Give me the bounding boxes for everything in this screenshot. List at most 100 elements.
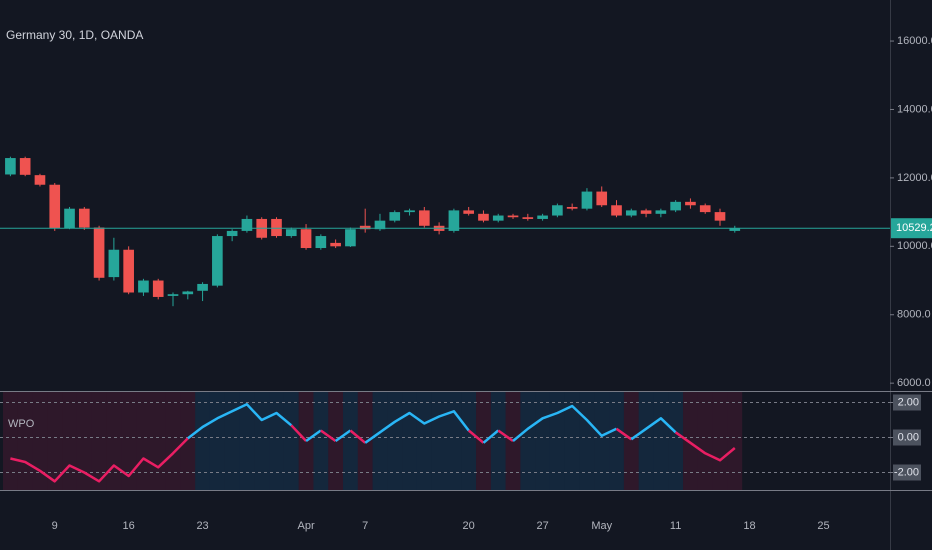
candle-body bbox=[108, 249, 120, 278]
trend-shade bbox=[712, 392, 728, 490]
candle-body bbox=[138, 280, 149, 293]
trend-shade bbox=[313, 392, 329, 490]
trend-shade bbox=[372, 392, 388, 490]
wpo-line bbox=[497, 429, 514, 443]
y-tick-label: 8000.0 bbox=[897, 309, 931, 321]
trend-shade bbox=[387, 392, 403, 490]
candle-body bbox=[182, 291, 194, 295]
wpo-line bbox=[467, 429, 485, 444]
candle-body bbox=[226, 230, 238, 237]
candle-body bbox=[670, 201, 681, 211]
y-tick-box bbox=[893, 464, 921, 481]
candle-body bbox=[359, 225, 371, 230]
trend-shade bbox=[150, 392, 166, 490]
wpo-line bbox=[10, 437, 189, 483]
candle-body bbox=[389, 212, 401, 221]
trend-shade bbox=[446, 392, 462, 490]
wpo-line bbox=[674, 431, 736, 462]
trend-shade bbox=[47, 392, 63, 490]
trend-shade bbox=[269, 392, 284, 490]
y-tick-label: 0.00 bbox=[898, 431, 919, 443]
trend-shade bbox=[136, 392, 151, 490]
candle-body bbox=[463, 210, 474, 214]
trend-shade bbox=[402, 392, 417, 490]
trend-shade bbox=[239, 392, 255, 490]
candle-body bbox=[123, 249, 134, 293]
x-tick-label: Apr bbox=[297, 520, 314, 532]
trend-shade bbox=[195, 392, 210, 490]
x-tick-label: 9 bbox=[52, 520, 58, 532]
trend-shade bbox=[283, 392, 299, 490]
indicator-title: WPO bbox=[8, 418, 35, 430]
y-tick-label: 12000.0 bbox=[897, 172, 932, 184]
y-tick-label: 10000.0 bbox=[897, 240, 932, 252]
candle-body bbox=[640, 210, 652, 214]
wpo-line bbox=[364, 410, 470, 444]
trend-shade bbox=[343, 392, 358, 490]
candle-body bbox=[699, 205, 711, 213]
trend-shade bbox=[520, 392, 536, 490]
candle-body bbox=[522, 217, 534, 219]
candle-body bbox=[404, 210, 415, 213]
x-tick-label: 11 bbox=[670, 520, 681, 532]
trend-shade bbox=[91, 392, 107, 490]
trend-shade bbox=[106, 392, 122, 490]
x-tick-label: 25 bbox=[817, 520, 829, 532]
trend-shade bbox=[697, 392, 713, 490]
wpo-line bbox=[320, 429, 337, 443]
y-tick-label: 16000.0 bbox=[897, 35, 932, 47]
y-tick-label: 2.00 bbox=[898, 396, 919, 408]
candle-body bbox=[167, 294, 179, 296]
x-tick-label: 23 bbox=[196, 520, 208, 532]
candle-body bbox=[285, 229, 297, 237]
candle-body bbox=[78, 208, 90, 228]
trend-shade bbox=[62, 392, 77, 490]
trend-shade bbox=[254, 392, 270, 490]
trend-shade bbox=[579, 392, 595, 490]
candle-body bbox=[625, 210, 637, 216]
trend-shade bbox=[623, 392, 639, 490]
wpo-line bbox=[615, 427, 633, 441]
candle-body bbox=[212, 236, 223, 286]
candle-body bbox=[64, 208, 75, 229]
x-tick-label: 18 bbox=[743, 520, 755, 532]
trend-shade bbox=[461, 392, 477, 490]
x-tick-label: 27 bbox=[536, 520, 548, 532]
candle-body bbox=[655, 210, 667, 214]
candle-body bbox=[315, 236, 327, 249]
candle-body bbox=[714, 212, 726, 221]
candle-body bbox=[271, 218, 282, 237]
last-price-box bbox=[891, 218, 932, 239]
wpo-line bbox=[334, 429, 352, 443]
x-tick-label: 20 bbox=[463, 520, 475, 532]
candle-body bbox=[152, 280, 164, 297]
candle-body bbox=[300, 229, 312, 249]
candle-body bbox=[448, 210, 460, 231]
x-tick-label: 16 bbox=[123, 520, 135, 532]
trend-shade bbox=[416, 392, 432, 490]
trend-shade bbox=[476, 392, 491, 490]
trend-shade bbox=[727, 392, 743, 490]
trend-shade bbox=[609, 392, 624, 490]
wpo-line bbox=[482, 429, 500, 444]
candle-body bbox=[478, 213, 489, 221]
y-tick-box bbox=[893, 429, 921, 446]
candle-body bbox=[596, 191, 608, 206]
y-tick-label: -2.00 bbox=[894, 466, 919, 478]
trend-shade bbox=[180, 392, 196, 490]
wpo-line bbox=[187, 403, 293, 440]
candle-body bbox=[34, 175, 46, 185]
candle-body bbox=[611, 205, 622, 216]
candle-body bbox=[241, 218, 253, 231]
y-tick-box bbox=[893, 394, 921, 411]
x-tick-label: May bbox=[591, 520, 612, 532]
wpo-line bbox=[349, 429, 366, 444]
candle-body bbox=[374, 220, 386, 230]
y-tick-label: 14000.0 bbox=[897, 103, 932, 115]
trend-shade bbox=[32, 392, 48, 490]
trend-shade bbox=[535, 392, 550, 490]
chart-title: Germany 30, 1D, OANDA bbox=[6, 28, 143, 42]
candle-body bbox=[552, 205, 563, 216]
